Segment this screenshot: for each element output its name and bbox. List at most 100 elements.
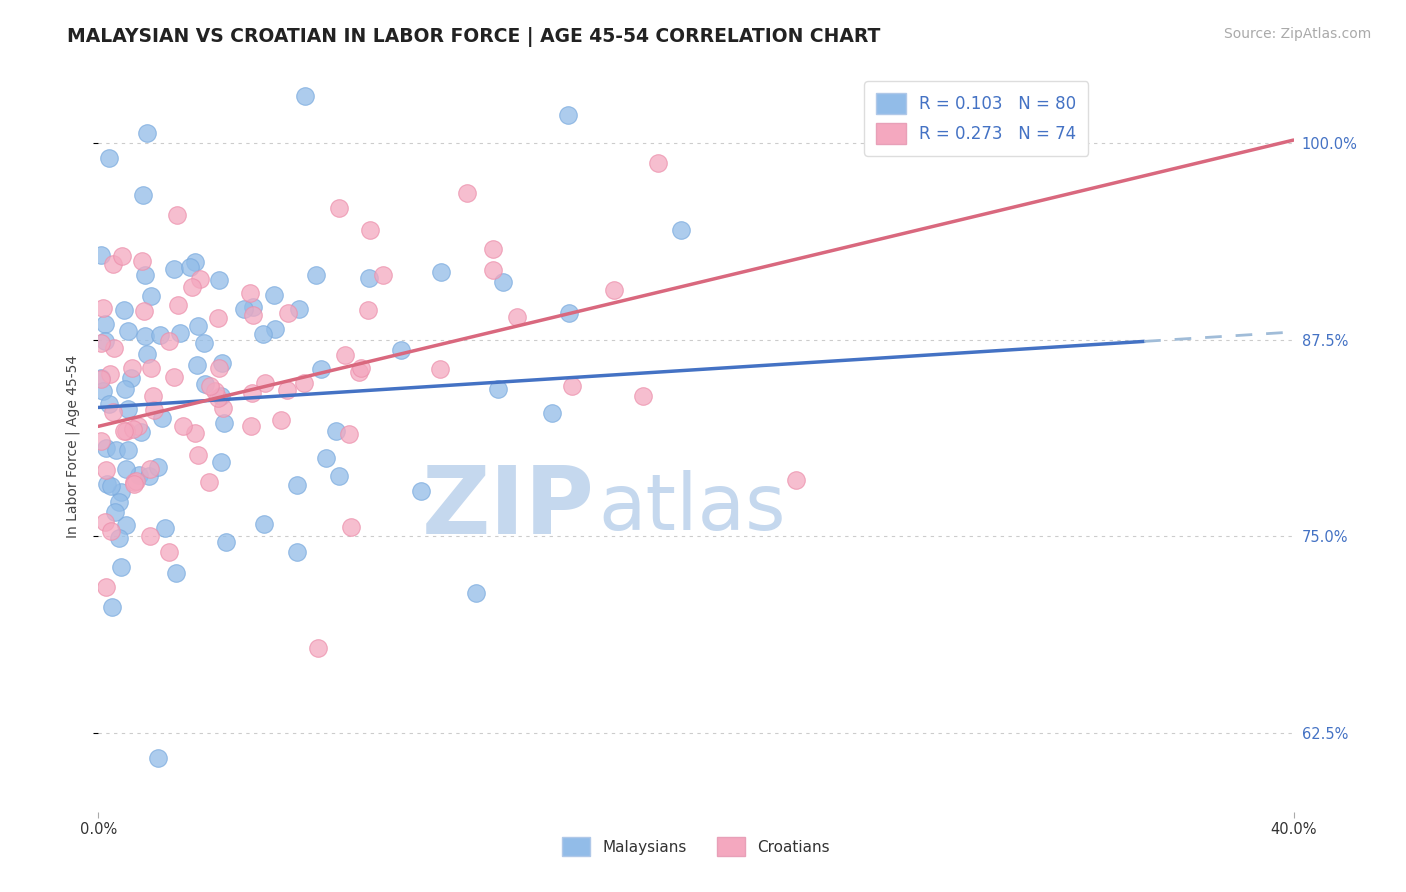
Legend: Malaysians, Croatians: Malaysians, Croatians [557, 830, 835, 863]
Point [333, 349, 356, 363]
Point [309, 362, 332, 376]
Point [187, 448, 209, 462]
Point [110, 484, 132, 499]
Point [136, 126, 159, 140]
Point [209, 455, 232, 469]
Point [162, 370, 184, 384]
Point [357, 270, 380, 285]
Point [252, 326, 274, 341]
Point [187, 319, 209, 334]
Point [157, 334, 180, 348]
Point [136, 346, 159, 360]
Point [208, 273, 231, 287]
Point [90, 248, 112, 262]
Point [253, 516, 276, 531]
Point [558, 306, 581, 320]
Point [294, 89, 316, 103]
Point [482, 242, 505, 256]
Point [340, 520, 363, 534]
Point [146, 751, 169, 765]
Point [359, 223, 381, 237]
Point [389, 343, 412, 358]
Point [96, 441, 118, 455]
Point [143, 402, 166, 417]
Point [486, 382, 509, 396]
Point [134, 268, 156, 283]
Point [141, 388, 163, 402]
Point [233, 301, 256, 316]
Point [373, 268, 395, 282]
Point [101, 405, 124, 419]
Point [212, 416, 235, 430]
Point [315, 450, 337, 465]
Point [120, 371, 142, 385]
Point [464, 586, 486, 600]
Point [111, 249, 134, 263]
Point [104, 442, 127, 457]
Point [121, 422, 143, 436]
Point [285, 478, 308, 492]
Point [172, 419, 194, 434]
Point [103, 342, 125, 356]
Point [356, 302, 378, 317]
Point [112, 303, 135, 318]
Point [263, 288, 285, 302]
Point [292, 376, 315, 390]
Point [90, 372, 112, 386]
Point [90, 434, 112, 449]
Point [97, 151, 120, 165]
Point [264, 322, 287, 336]
Point [505, 310, 527, 324]
Point [100, 479, 122, 493]
Point [122, 477, 145, 491]
Point [114, 424, 136, 438]
Point [328, 202, 350, 216]
Point [114, 424, 136, 438]
Y-axis label: In Labor Force | Age 45-54: In Labor Force | Age 45-54 [66, 354, 80, 538]
Point [115, 462, 138, 476]
Point [785, 473, 807, 487]
Point [240, 419, 263, 434]
Point [153, 520, 176, 534]
Point [179, 260, 201, 275]
Point [350, 360, 373, 375]
Point [96, 477, 118, 491]
Point [97, 397, 120, 411]
Point [198, 475, 221, 489]
Point [209, 388, 232, 402]
Point [208, 360, 231, 375]
Point [211, 356, 233, 370]
Point [307, 641, 329, 656]
Point [122, 475, 145, 490]
Point [141, 289, 163, 303]
Point [429, 362, 451, 376]
Point [146, 459, 169, 474]
Point [110, 559, 132, 574]
Point [127, 418, 149, 433]
Point [125, 474, 148, 488]
Point [186, 358, 208, 372]
Point [131, 254, 153, 268]
Point [114, 382, 136, 396]
Point [184, 254, 207, 268]
Point [117, 401, 139, 416]
Point [163, 262, 186, 277]
Point [94, 463, 117, 477]
Point [138, 469, 160, 483]
Point [337, 426, 360, 441]
Point [100, 524, 122, 538]
Point [207, 310, 229, 325]
Point [603, 283, 626, 297]
Point [101, 600, 124, 615]
Point [540, 406, 562, 420]
Point [285, 544, 308, 558]
Point [270, 413, 292, 427]
Point [194, 376, 217, 391]
Point [239, 285, 262, 300]
Point [411, 483, 433, 498]
Point [207, 391, 229, 405]
Point [193, 336, 215, 351]
Point [254, 376, 277, 390]
Point [157, 545, 180, 559]
Point [149, 327, 172, 342]
